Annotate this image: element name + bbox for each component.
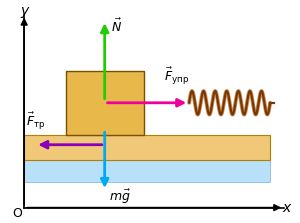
Text: $\vec{N}$: $\vec{N}$ bbox=[111, 17, 122, 35]
Text: $m\vec{g}$: $m\vec{g}$ bbox=[110, 187, 131, 206]
Bar bbox=[66, 71, 144, 135]
Text: O: O bbox=[12, 207, 22, 220]
Bar bbox=[24, 135, 270, 160]
Text: x: x bbox=[283, 201, 291, 215]
Text: $\vec{F}_{\text{упр}}$: $\vec{F}_{\text{упр}}$ bbox=[164, 66, 189, 87]
Text: $\vec{F}_{\text{тр}}$: $\vec{F}_{\text{тр}}$ bbox=[26, 110, 45, 132]
Text: y: y bbox=[20, 4, 28, 18]
Bar bbox=[24, 159, 270, 182]
